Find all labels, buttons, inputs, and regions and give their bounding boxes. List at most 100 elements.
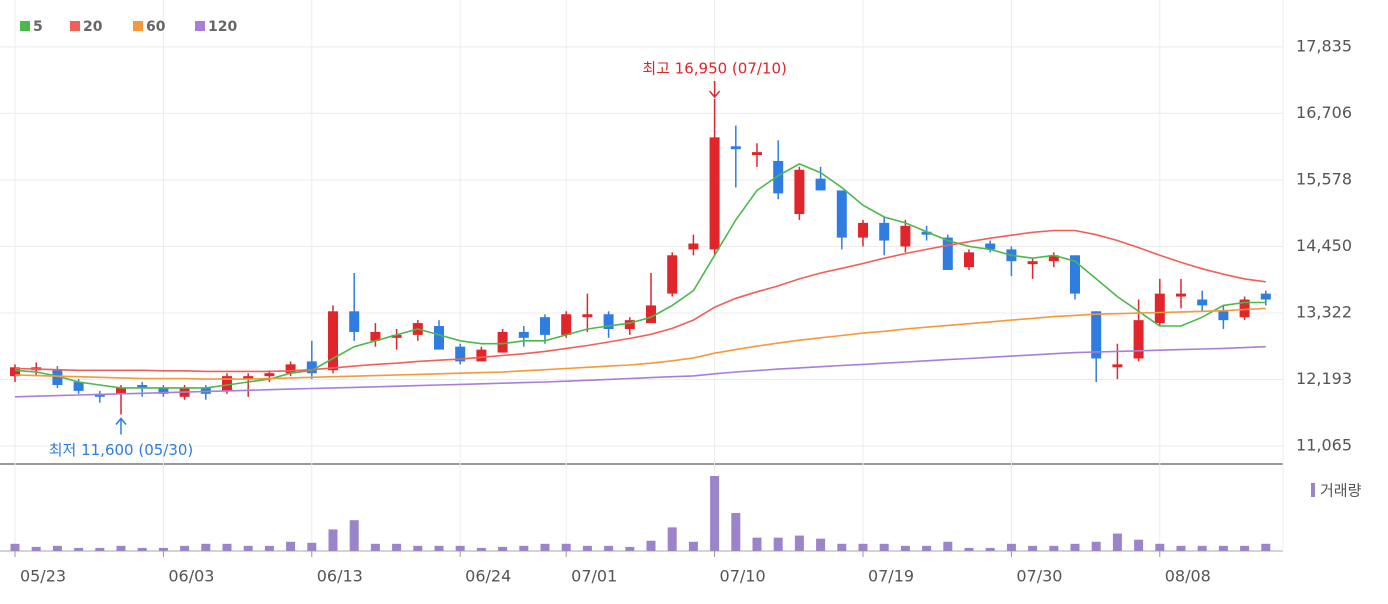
legend-label: 120 (208, 19, 237, 35)
candle-body (646, 305, 656, 324)
candle-body (667, 255, 678, 294)
volume-bar (307, 542, 317, 551)
volume-bar (1155, 543, 1165, 551)
volume-bar (1134, 539, 1144, 551)
volume-legend-swatch (1311, 483, 1315, 497)
volume-bar (222, 543, 232, 551)
candle-body (624, 320, 635, 329)
legend-swatch (195, 21, 205, 31)
candle-body (1218, 311, 1229, 321)
x-tick-label: 06/03 (168, 567, 214, 586)
volume-bar (1218, 545, 1228, 551)
candle-body (709, 137, 720, 250)
x-tick-label: 07/19 (868, 567, 914, 586)
y-tick-label: 16,706 (1296, 103, 1352, 122)
volume-bar (1112, 533, 1122, 551)
volume-bar (582, 545, 592, 551)
y-tick-label: 17,835 (1296, 36, 1352, 55)
volume-bar (31, 546, 41, 551)
x-tick-label: 07/30 (1016, 567, 1062, 586)
volume-bar (731, 512, 741, 551)
candle-body (1154, 293, 1165, 324)
volume-bar (879, 543, 889, 551)
candle-body (10, 367, 20, 377)
candle-body (137, 384, 148, 388)
volume-bar (498, 546, 508, 551)
x-tick-label: 07/01 (571, 567, 617, 586)
candle-body (1260, 293, 1271, 300)
volume-bar (1261, 543, 1271, 551)
volume-bar (349, 520, 359, 551)
x-tick-label: 06/13 (317, 567, 363, 586)
candle-body (1176, 293, 1186, 297)
volume-bar (858, 543, 868, 551)
ma-line (14, 307, 1266, 380)
annotation-arrow (115, 417, 127, 435)
candle-body (391, 334, 402, 338)
volume-bar (434, 545, 444, 551)
candle-body (773, 160, 784, 194)
volume-bar (922, 545, 932, 551)
volume-bar (710, 476, 720, 551)
y-tick-label: 11,065 (1296, 436, 1352, 455)
candle-body (879, 222, 890, 241)
volume-label: 거래량 (1320, 482, 1362, 500)
ma-line (14, 163, 1266, 389)
volume-bar (646, 540, 656, 551)
volume-bar (74, 547, 84, 551)
volume-bar (964, 547, 974, 551)
annotation-arrow (709, 81, 721, 99)
candle-body (434, 326, 444, 350)
volume-bar (180, 545, 190, 551)
volume-bar (752, 537, 762, 551)
annotation: 최고 16,950 (07/10) (642, 60, 787, 78)
candle-body (985, 243, 996, 250)
volume-bar (286, 541, 296, 551)
ma-line (14, 345, 1266, 398)
candle-body (497, 331, 508, 353)
volume-bar (540, 543, 550, 551)
legend-swatch (70, 21, 80, 31)
candle-body (370, 331, 381, 341)
volume-bar (837, 543, 847, 551)
candle-body (688, 243, 699, 250)
y-tick-label: 13,322 (1296, 302, 1352, 321)
volume-bar (52, 545, 62, 551)
volume-bar (392, 543, 402, 551)
candle-body (328, 311, 338, 371)
legend-swatch (133, 21, 143, 31)
candle-body (794, 169, 805, 215)
candle-body (52, 370, 63, 385)
volume-bar (1197, 545, 1207, 551)
volume-bar (116, 545, 126, 551)
volume-bar (1049, 545, 1059, 551)
volume-bar (943, 541, 953, 551)
volume-bar (688, 541, 698, 551)
legend-swatch (20, 21, 30, 31)
candle-body (264, 373, 275, 377)
candle-body (476, 349, 487, 362)
candle-body (1027, 261, 1038, 265)
candle-body (582, 314, 593, 318)
candle-body (158, 387, 169, 394)
volume-bar (1176, 545, 1186, 551)
candle-body (1239, 299, 1250, 318)
x-tick-label: 06/24 (465, 567, 511, 586)
candle-body (540, 317, 550, 335)
candle-body (1133, 320, 1144, 359)
candle-body (1091, 311, 1102, 359)
candle-body (815, 178, 826, 191)
volume-bar (476, 547, 486, 551)
volume-bar (1028, 545, 1038, 551)
candle-body (518, 331, 529, 338)
volume-bar (201, 543, 211, 551)
candle-body (73, 382, 84, 391)
y-tick-label: 12,193 (1296, 369, 1352, 388)
candle-body (964, 252, 974, 268)
volume-bar (10, 543, 20, 551)
candle-body (730, 146, 741, 150)
volume-bar (243, 545, 253, 551)
candle-body (243, 376, 254, 380)
candle-body (1048, 255, 1059, 262)
